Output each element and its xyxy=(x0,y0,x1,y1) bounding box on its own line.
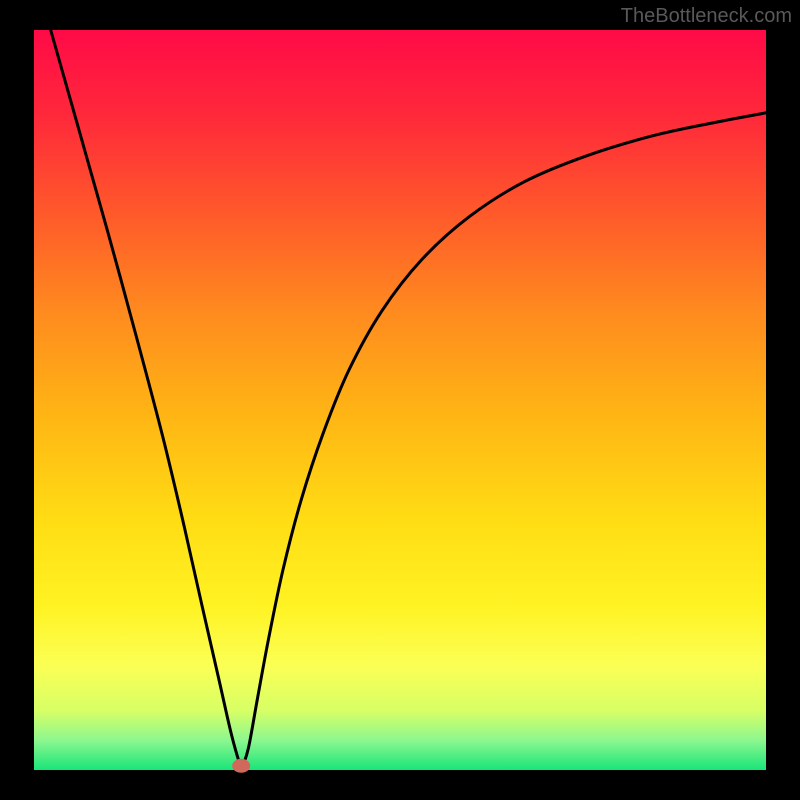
plot-background xyxy=(34,30,766,770)
minimum-marker xyxy=(232,759,250,773)
chart-root: TheBottleneck.com xyxy=(0,0,800,800)
source-label: TheBottleneck.com xyxy=(621,5,792,27)
